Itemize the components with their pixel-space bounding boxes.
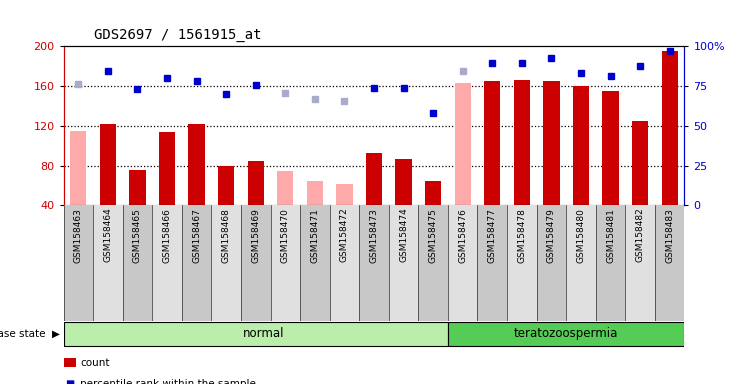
Bar <box>625 205 654 321</box>
Text: GSM158466: GSM158466 <box>162 208 171 263</box>
Bar <box>477 205 507 321</box>
Bar <box>536 205 566 321</box>
Bar <box>64 205 94 321</box>
Text: GSM158476: GSM158476 <box>459 208 468 263</box>
Bar <box>425 180 441 205</box>
Bar <box>418 205 448 321</box>
Bar <box>654 205 684 321</box>
Text: teratozoospermia: teratozoospermia <box>514 327 619 340</box>
Text: GSM158482: GSM158482 <box>636 208 645 263</box>
Bar <box>448 205 477 321</box>
Bar <box>123 205 153 321</box>
Bar <box>129 170 146 205</box>
Bar <box>330 205 359 321</box>
Bar <box>94 205 123 321</box>
Text: GDS2697 / 1561915_at: GDS2697 / 1561915_at <box>94 28 261 42</box>
Text: GSM158478: GSM158478 <box>518 208 527 263</box>
Bar <box>595 205 625 321</box>
Bar <box>153 205 182 321</box>
Text: count: count <box>80 358 109 368</box>
Bar <box>70 131 87 205</box>
Text: GSM158470: GSM158470 <box>280 208 289 263</box>
Bar <box>218 166 234 205</box>
Bar <box>182 205 212 321</box>
Text: GSM158473: GSM158473 <box>370 208 378 263</box>
Text: GSM158483: GSM158483 <box>665 208 674 263</box>
Bar <box>566 205 595 321</box>
Text: GSM158467: GSM158467 <box>192 208 201 263</box>
Text: normal: normal <box>242 327 284 340</box>
Bar <box>455 83 470 205</box>
Text: percentile rank within the sample: percentile rank within the sample <box>80 379 256 384</box>
Text: GSM158463: GSM158463 <box>74 208 83 263</box>
Text: GSM158480: GSM158480 <box>577 208 586 263</box>
Bar <box>359 205 389 321</box>
Text: GSM158474: GSM158474 <box>399 208 408 263</box>
Bar <box>241 205 271 321</box>
Text: GSM158471: GSM158471 <box>310 208 319 263</box>
Bar <box>632 121 649 205</box>
Text: GSM158469: GSM158469 <box>251 208 260 263</box>
Text: GSM158477: GSM158477 <box>488 208 497 263</box>
Bar <box>389 205 418 321</box>
Bar <box>507 205 536 321</box>
Text: disease state  ▶: disease state ▶ <box>0 329 60 339</box>
Bar <box>300 205 330 321</box>
Bar <box>212 205 241 321</box>
Bar <box>543 81 560 205</box>
Text: GSM158481: GSM158481 <box>606 208 615 263</box>
Text: GSM158479: GSM158479 <box>547 208 556 263</box>
Bar <box>366 153 382 205</box>
Text: GSM158465: GSM158465 <box>133 208 142 263</box>
Bar <box>484 81 500 205</box>
Bar <box>188 124 205 205</box>
Bar <box>159 132 175 205</box>
Text: GSM158472: GSM158472 <box>340 208 349 263</box>
Text: ■: ■ <box>65 379 74 384</box>
Bar <box>602 91 619 205</box>
Bar <box>396 159 411 205</box>
Text: GSM158464: GSM158464 <box>103 208 112 263</box>
Bar <box>573 86 589 205</box>
Bar <box>448 322 684 346</box>
Text: GSM158468: GSM158468 <box>221 208 230 263</box>
Bar <box>337 184 352 205</box>
Bar <box>248 161 264 205</box>
Bar <box>271 205 300 321</box>
Bar <box>661 51 678 205</box>
Bar <box>278 170 293 205</box>
Bar <box>514 80 530 205</box>
Text: GSM158475: GSM158475 <box>429 208 438 263</box>
Bar <box>307 180 323 205</box>
Bar <box>99 124 116 205</box>
Bar <box>64 322 448 346</box>
